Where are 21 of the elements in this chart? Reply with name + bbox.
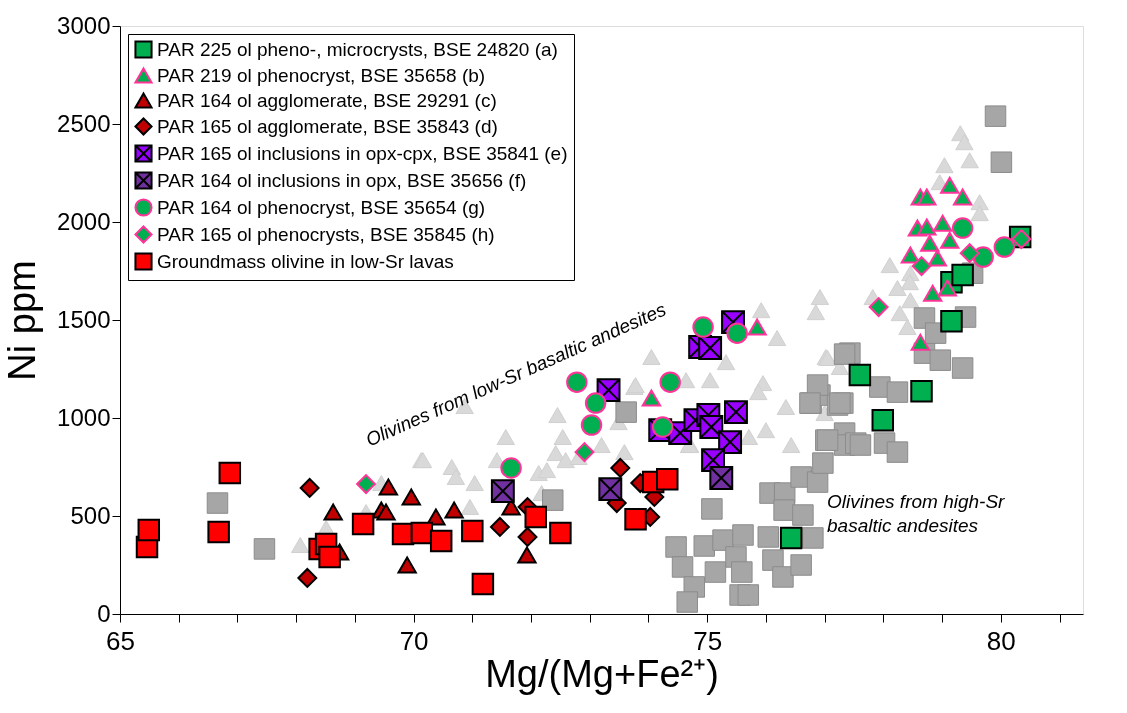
y-tick-label: 500	[70, 501, 111, 529]
x-tick-label: 80	[986, 625, 1016, 656]
annotation: Olivines from high-Sr basaltic andesites	[827, 491, 1006, 536]
y-tick-label: 1500	[57, 305, 111, 333]
y-axis-title: Ni ppm	[1, 260, 44, 381]
y-tick-label: 2000	[57, 207, 111, 235]
legend-label: PAR 165 ol inclusions in opx-cpx, BSE 35841 (e)	[157, 142, 568, 164]
legend-label: PAR 165 ol phenocrysts, BSE 35845 (h)	[157, 223, 495, 245]
legend-label: PAR 164 ol inclusions in opx, BSE 35656 (f)	[157, 169, 527, 191]
legend-label: PAR 165 ol agglomerate, BSE 35843 (d)	[157, 115, 498, 137]
y-tick-label: 2500	[57, 109, 111, 137]
legend-label: PAR 164 ol phenocryst, BSE 35654 (g)	[157, 196, 486, 218]
x-tick-label: 70	[399, 625, 429, 656]
y-tick-label: 0	[97, 599, 111, 627]
y-tick-label: 1000	[57, 403, 111, 431]
legend-label: PAR 225 ol pheno-, microcrysts, BSE 24820 (a)	[157, 38, 558, 60]
legend-label: PAR 164 ol agglomerate, BSE 29291 (c)	[157, 89, 497, 111]
y-tick-label: 3000	[57, 11, 111, 39]
legend-label: PAR 219 ol phenocryst, BSE 35658 (b)	[157, 64, 486, 86]
legend-label: Groundmass olivine in low-Sr lavas	[157, 250, 454, 272]
x-tick-label: 65	[106, 625, 135, 656]
